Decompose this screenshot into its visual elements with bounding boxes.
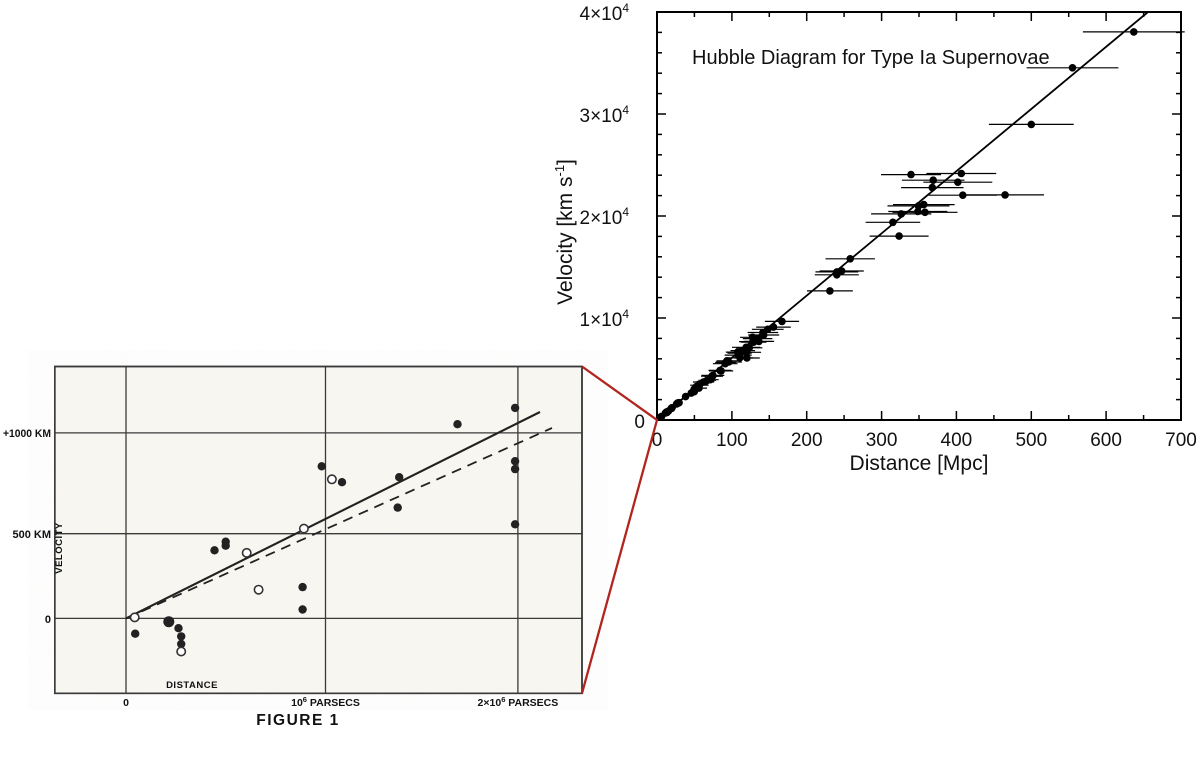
svg-text:Velocity [km s-1]: Velocity [km s-1] — [552, 159, 577, 305]
svg-text:3×104: 3×104 — [580, 103, 630, 127]
svg-text:0: 0 — [123, 697, 129, 709]
svg-text:0: 0 — [634, 412, 645, 433]
svg-text:2×106 PARSECS: 2×106 PARSECS — [478, 695, 559, 709]
svg-text:4×104: 4×104 — [580, 1, 630, 25]
svg-text:300: 300 — [866, 430, 898, 451]
svg-text:106 PARSECS: 106 PARSECS — [291, 695, 360, 709]
svg-text:0: 0 — [45, 614, 51, 626]
svg-text:+1000 KM: +1000 KM — [3, 428, 51, 440]
svg-text:700: 700 — [1165, 430, 1197, 451]
svg-text:Hubble Diagram for Type Ia Sup: Hubble Diagram for Type Ia Supernovae — [692, 47, 1050, 69]
svg-text:200: 200 — [791, 430, 823, 451]
svg-text:DISTANCE: DISTANCE — [166, 680, 218, 691]
svg-text:500 KM: 500 KM — [12, 529, 51, 541]
svg-text:400: 400 — [941, 430, 973, 451]
svg-text:500: 500 — [1015, 430, 1047, 451]
svg-text:VELOCITY: VELOCITY — [54, 522, 65, 574]
svg-text:Distance [Mpc]: Distance [Mpc] — [850, 452, 989, 475]
svg-text:FIGURE 1: FIGURE 1 — [256, 712, 339, 729]
svg-text:600: 600 — [1090, 430, 1122, 451]
svg-text:2×104: 2×104 — [580, 205, 630, 229]
svg-text:1×104: 1×104 — [580, 307, 630, 331]
svg-text:100: 100 — [716, 430, 748, 451]
